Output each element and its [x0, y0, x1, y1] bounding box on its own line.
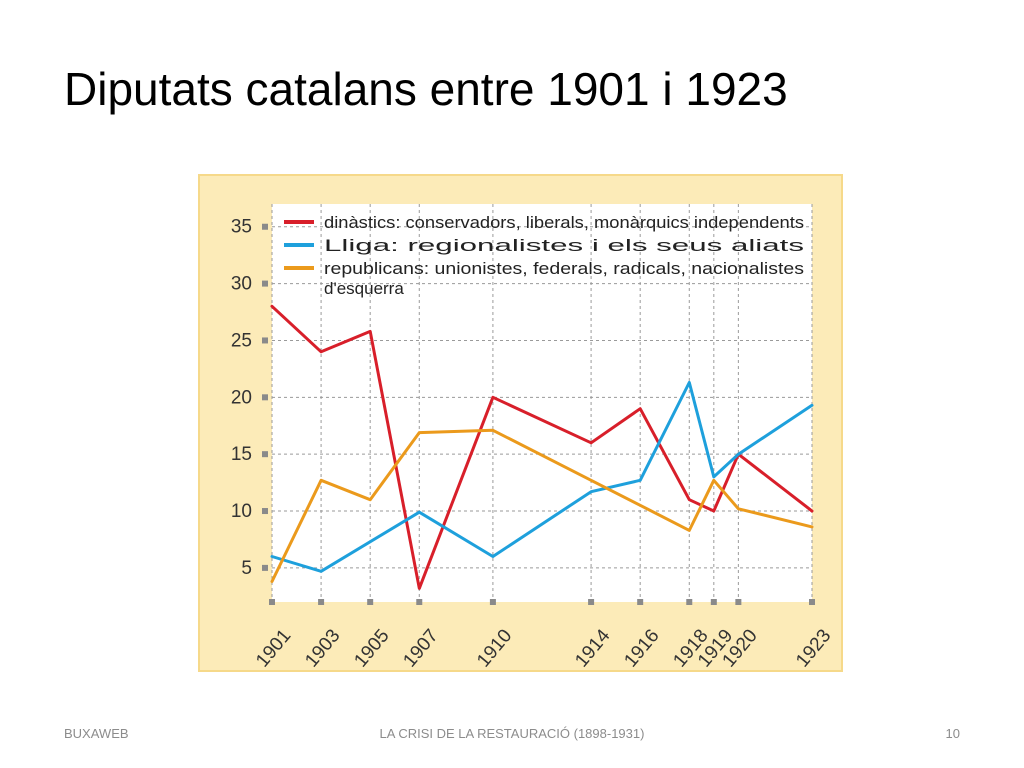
y-tick-label-30: 30	[231, 274, 252, 295]
y-tick-15	[262, 451, 268, 458]
x-tick-1916	[637, 599, 644, 605]
y-tick-30	[262, 280, 268, 287]
y-tick-5	[262, 564, 268, 571]
x-tick-label-1914: 1914	[571, 625, 615, 670]
y-tick-20	[262, 394, 268, 401]
y-tick-35	[262, 223, 268, 230]
y-tick-25	[262, 337, 268, 344]
line-chart: 5 10 15 20 25 30 35 1901 1903 1905 1907 1910 1914 191…	[231, 204, 835, 670]
plot-area	[272, 204, 812, 602]
x-tick-label-1905: 1905	[350, 626, 393, 670]
x-tick-1905	[367, 599, 374, 605]
y-tick-label-10: 10	[231, 501, 252, 522]
x-tick-1910	[489, 599, 496, 605]
x-tick-label-1907: 1907	[399, 626, 442, 670]
y-tick-label-25: 25	[231, 330, 252, 351]
series-line-2	[270, 381, 814, 573]
footer-course-title: LA CRISI DE LA RESTAURACIÓ (1898-1931)	[379, 726, 645, 741]
legend-label-2: Lliga: regionalistes i els seus aliats	[324, 236, 804, 255]
x-tick-label-1923: 1923	[792, 626, 835, 670]
legend-label-3-line-1: republicans: unionistes, federals, radic…	[324, 259, 804, 278]
x-tick-label-1916: 1916	[620, 626, 663, 670]
x-tick-1920	[735, 599, 742, 605]
x-tick-1919	[710, 599, 717, 605]
x-tick-label-1901: 1901	[252, 626, 295, 670]
chart-panel: 5 10 15 20 25 30 35 1901 1903 1905 1907 1910 1914 191…	[198, 174, 843, 672]
series-line-3	[270, 428, 814, 583]
slide-number: 10	[945, 726, 960, 741]
y-tick-label-15: 15	[231, 444, 252, 465]
x-tick-1901	[269, 599, 275, 605]
legend-label-3-line-2: d'esquerra	[324, 279, 404, 298]
y-tick-label-5: 5	[241, 558, 252, 579]
x-tick-label-1903: 1903	[301, 626, 344, 670]
x-tick-label-1910: 1910	[473, 626, 516, 670]
x-tick-1907	[416, 599, 423, 605]
legend-label-1: dinàstics: conservadors, liberals, monàr…	[324, 213, 804, 232]
slide-title: Diputats catalans entre 1901 i 1923	[64, 63, 788, 115]
footer-author: BUXAWEB	[64, 726, 129, 741]
x-tick-1914	[588, 599, 595, 605]
x-tick-1918	[686, 599, 693, 605]
y-tick-label-35: 35	[231, 217, 252, 238]
x-tick-1923	[809, 599, 815, 605]
x-tick-1903	[318, 599, 325, 605]
y-tick-10	[262, 508, 268, 515]
y-tick-label-20: 20	[231, 387, 252, 408]
